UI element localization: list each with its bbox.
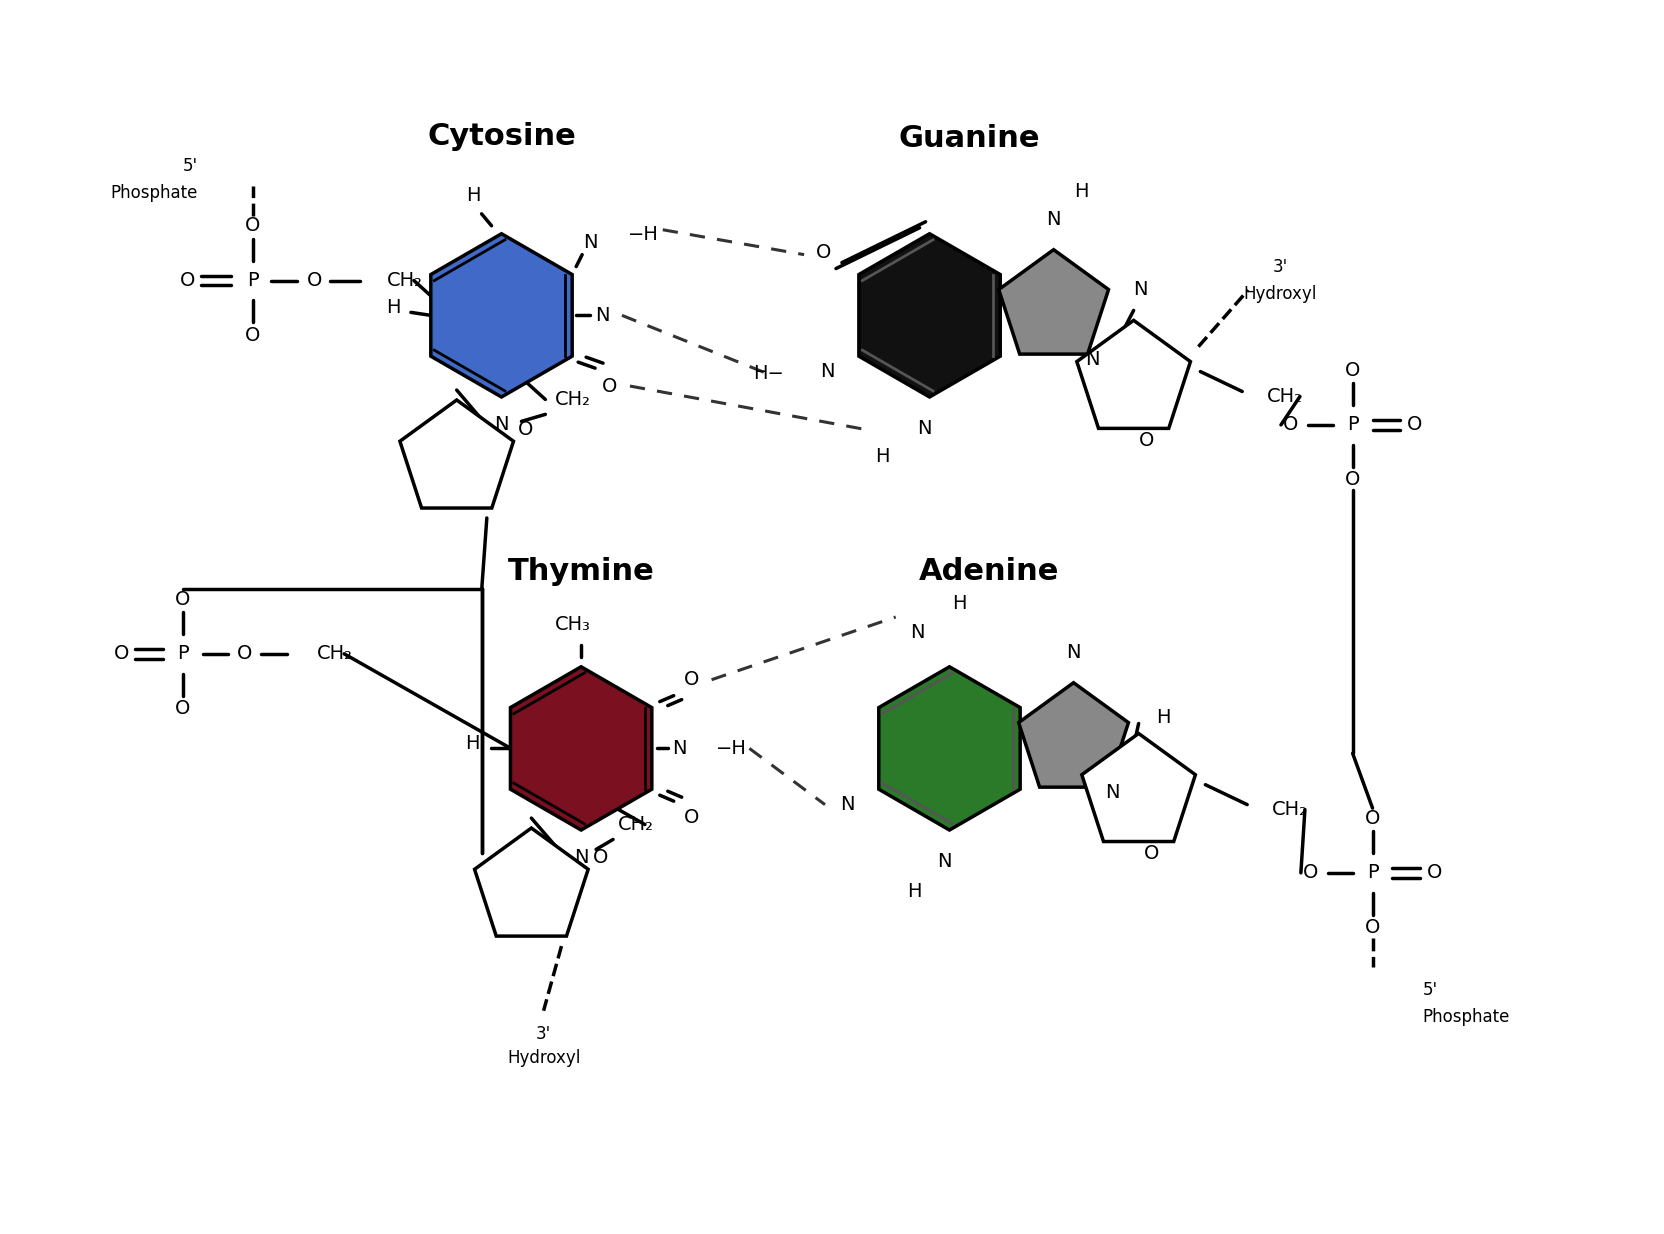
Text: CH₂: CH₂ xyxy=(556,390,591,408)
Text: N: N xyxy=(594,306,609,325)
Text: −H: −H xyxy=(627,226,659,244)
Text: O: O xyxy=(518,420,532,439)
Text: O: O xyxy=(180,271,196,290)
Polygon shape xyxy=(511,666,652,830)
Polygon shape xyxy=(1082,733,1195,842)
Text: N: N xyxy=(574,849,589,868)
Text: Phosphate: Phosphate xyxy=(110,184,198,202)
Text: O: O xyxy=(1406,416,1423,434)
Text: P: P xyxy=(1346,416,1358,434)
Text: P: P xyxy=(176,644,188,664)
Text: 5': 5' xyxy=(183,157,198,175)
Text: Cytosine: Cytosine xyxy=(428,122,576,151)
Text: 5': 5' xyxy=(1423,981,1438,1000)
Text: Phosphate: Phosphate xyxy=(1423,1008,1509,1027)
Text: H: H xyxy=(386,297,401,317)
Text: CH₂: CH₂ xyxy=(388,271,423,290)
Text: H−: H− xyxy=(754,364,784,383)
Text: Guanine: Guanine xyxy=(899,123,1040,153)
Polygon shape xyxy=(1077,321,1190,428)
Text: H: H xyxy=(875,447,890,466)
Text: P: P xyxy=(1366,864,1378,882)
Polygon shape xyxy=(1018,682,1128,787)
Text: O: O xyxy=(684,807,699,827)
Text: O: O xyxy=(175,590,191,608)
Text: O: O xyxy=(1426,864,1443,882)
Text: O: O xyxy=(592,848,607,866)
Text: O: O xyxy=(113,644,128,664)
Text: N: N xyxy=(820,362,834,381)
Text: N: N xyxy=(494,416,509,434)
Text: Hydroxyl: Hydroxyl xyxy=(1243,285,1316,302)
Polygon shape xyxy=(399,400,514,508)
Text: P: P xyxy=(246,271,258,290)
Text: Adenine: Adenine xyxy=(919,557,1060,586)
Text: N: N xyxy=(910,623,925,643)
Text: H: H xyxy=(1075,183,1088,201)
Text: N: N xyxy=(672,739,687,758)
Text: H: H xyxy=(907,882,922,901)
Text: O: O xyxy=(1345,470,1361,489)
Text: Thymine: Thymine xyxy=(508,557,654,586)
Text: O: O xyxy=(236,644,253,664)
Polygon shape xyxy=(998,249,1108,354)
Text: H: H xyxy=(952,594,967,612)
Text: O: O xyxy=(175,700,191,718)
Text: N: N xyxy=(1085,349,1100,369)
Text: N: N xyxy=(840,795,854,814)
Text: 3': 3' xyxy=(1273,258,1288,276)
Text: O: O xyxy=(1364,808,1379,828)
Text: O: O xyxy=(817,243,832,262)
Text: O: O xyxy=(602,376,617,396)
Text: N: N xyxy=(917,420,932,438)
Text: H: H xyxy=(466,186,481,205)
Text: CH₂: CH₂ xyxy=(1266,387,1303,406)
Text: O: O xyxy=(306,271,323,290)
Text: O: O xyxy=(245,216,260,236)
Text: −H: −H xyxy=(716,739,747,758)
Text: CH₂: CH₂ xyxy=(318,644,353,664)
Text: Hydroxyl: Hydroxyl xyxy=(508,1049,581,1066)
Polygon shape xyxy=(879,666,1020,830)
Text: N: N xyxy=(937,853,952,871)
Text: H: H xyxy=(466,734,479,753)
Text: O: O xyxy=(1345,360,1361,380)
Text: 3': 3' xyxy=(536,1024,551,1043)
Text: N: N xyxy=(1067,643,1082,663)
Polygon shape xyxy=(474,828,587,937)
Polygon shape xyxy=(431,233,572,397)
Text: N: N xyxy=(1133,280,1148,299)
Text: N: N xyxy=(1047,210,1062,230)
Text: H: H xyxy=(1156,708,1170,727)
Text: O: O xyxy=(1140,431,1155,450)
Text: N: N xyxy=(582,233,597,252)
Text: O: O xyxy=(1283,416,1298,434)
Text: CH₂: CH₂ xyxy=(1271,800,1308,819)
Text: O: O xyxy=(1364,918,1379,937)
Text: O: O xyxy=(684,670,699,690)
Polygon shape xyxy=(859,233,1000,397)
Text: CH₃: CH₃ xyxy=(556,616,591,634)
Text: N: N xyxy=(1105,782,1120,802)
Text: O: O xyxy=(1303,864,1318,882)
Text: CH₂: CH₂ xyxy=(617,814,654,834)
Text: O: O xyxy=(245,326,260,344)
Text: O: O xyxy=(1145,844,1160,863)
